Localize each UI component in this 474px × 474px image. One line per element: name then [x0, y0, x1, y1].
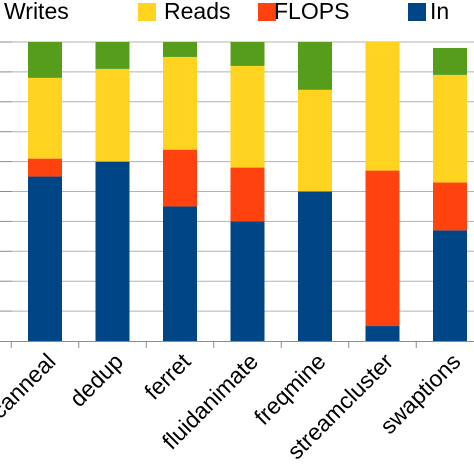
bar-int-streamcluster	[365, 326, 400, 341]
legend-swatch-int	[408, 3, 426, 21]
bar-writes-canneal	[28, 42, 62, 78]
bar-int-canneal	[28, 176, 62, 341]
bar-flops-canneal	[28, 158, 62, 177]
bar-writes-swaptions	[433, 47, 467, 75]
bar-flops-swaptions	[433, 182, 467, 231]
legend-label-reads: Reads	[164, 0, 230, 24]
bar-flops-fluidanimate	[230, 167, 265, 222]
legend-label-flops: FLOPS	[274, 0, 349, 24]
x-axis	[0, 341, 474, 348]
bar-reads-swaptions	[433, 74, 467, 183]
bar-int-fluidanimate	[230, 221, 265, 341]
bar-reads-fluidanimate	[230, 65, 265, 168]
bar-int-dedup	[95, 161, 130, 341]
legend-label-int: In	[430, 0, 449, 24]
bar-reads-streamcluster	[365, 42, 400, 171]
bar-int-ferret	[163, 206, 197, 341]
bar-writes-dedup	[95, 42, 130, 69]
bar-writes-freqmine	[298, 42, 332, 90]
bars	[28, 42, 467, 341]
legend-swatch-reads	[138, 3, 156, 21]
legend-label-writes: Writes	[4, 0, 69, 24]
x-tick-label-ferret: ferret	[139, 348, 196, 405]
bar-reads-dedup	[95, 68, 130, 162]
bar-reads-canneal	[28, 77, 62, 159]
bar-reads-freqmine	[298, 89, 332, 192]
bar-flops-streamcluster	[365, 170, 400, 327]
legend-swatch-flops	[258, 3, 276, 21]
x-tick-label-dedup: dedup	[64, 348, 128, 412]
bar-int-swaptions	[433, 230, 467, 341]
bar-int-freqmine	[298, 191, 332, 341]
x-tick-labels: canneal dedup ferretfluidanimatefreqminest…	[0, 348, 466, 464]
bar-flops-ferret	[163, 149, 197, 207]
bar-reads-ferret	[163, 56, 197, 150]
bar-writes-fluidanimate	[230, 42, 265, 66]
x-tick-label-canneal: canneal	[0, 348, 61, 423]
bar-writes-ferret	[163, 42, 197, 57]
legend: Writes Reads FLOPS In	[4, 0, 449, 24]
